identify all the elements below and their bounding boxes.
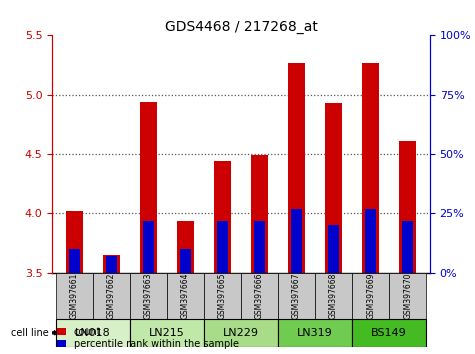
Bar	[103, 255, 120, 273]
Legend: count, percentile rank within the sample: count, percentile rank within the sample	[57, 327, 238, 349]
Bar	[278, 319, 352, 347]
Bar	[352, 273, 389, 319]
Bar	[217, 221, 228, 273]
Bar	[93, 273, 130, 319]
Bar	[254, 221, 265, 273]
Bar	[56, 319, 130, 347]
Bar	[315, 273, 352, 319]
Bar	[69, 249, 80, 273]
Bar	[251, 155, 268, 273]
Bar	[389, 273, 426, 319]
Text: GSM397668: GSM397668	[329, 273, 338, 319]
Bar	[66, 211, 83, 273]
Bar	[180, 249, 191, 273]
Bar	[362, 63, 379, 273]
Bar	[204, 273, 241, 319]
Text: GSM397670: GSM397670	[403, 273, 412, 319]
Text: LN319: LN319	[297, 328, 333, 338]
Bar	[365, 209, 376, 273]
Bar	[241, 273, 278, 319]
Text: GSM397662: GSM397662	[107, 273, 116, 319]
Text: LN018: LN018	[75, 328, 111, 338]
Bar	[106, 256, 117, 273]
Text: GSM397664: GSM397664	[181, 273, 190, 319]
Bar	[130, 319, 204, 347]
Bar	[130, 273, 167, 319]
Text: LN229: LN229	[223, 328, 259, 338]
Text: GSM397661: GSM397661	[70, 273, 79, 319]
Bar	[402, 221, 413, 273]
Text: GSM397669: GSM397669	[366, 273, 375, 319]
Bar	[167, 273, 204, 319]
Bar	[325, 103, 342, 273]
Bar	[143, 221, 154, 273]
Text: GSM397666: GSM397666	[255, 273, 264, 319]
Bar	[328, 225, 339, 273]
Bar	[56, 273, 93, 319]
Text: GSM397665: GSM397665	[218, 273, 227, 319]
Bar	[214, 161, 231, 273]
Bar	[140, 102, 157, 273]
Text: LN215: LN215	[149, 328, 185, 338]
Text: cell line: cell line	[10, 328, 51, 338]
Text: GSM397663: GSM397663	[144, 273, 153, 319]
Bar	[291, 209, 302, 273]
Bar	[278, 273, 315, 319]
Bar	[177, 221, 194, 273]
Bar	[399, 141, 416, 273]
FancyArrow shape	[51, 331, 56, 335]
Bar	[352, 319, 426, 347]
Bar	[204, 319, 278, 347]
Bar	[288, 63, 305, 273]
Text: BS149: BS149	[371, 328, 407, 338]
Text: GSM397667: GSM397667	[292, 273, 301, 319]
Title: GDS4468 / 217268_at: GDS4468 / 217268_at	[165, 21, 317, 34]
